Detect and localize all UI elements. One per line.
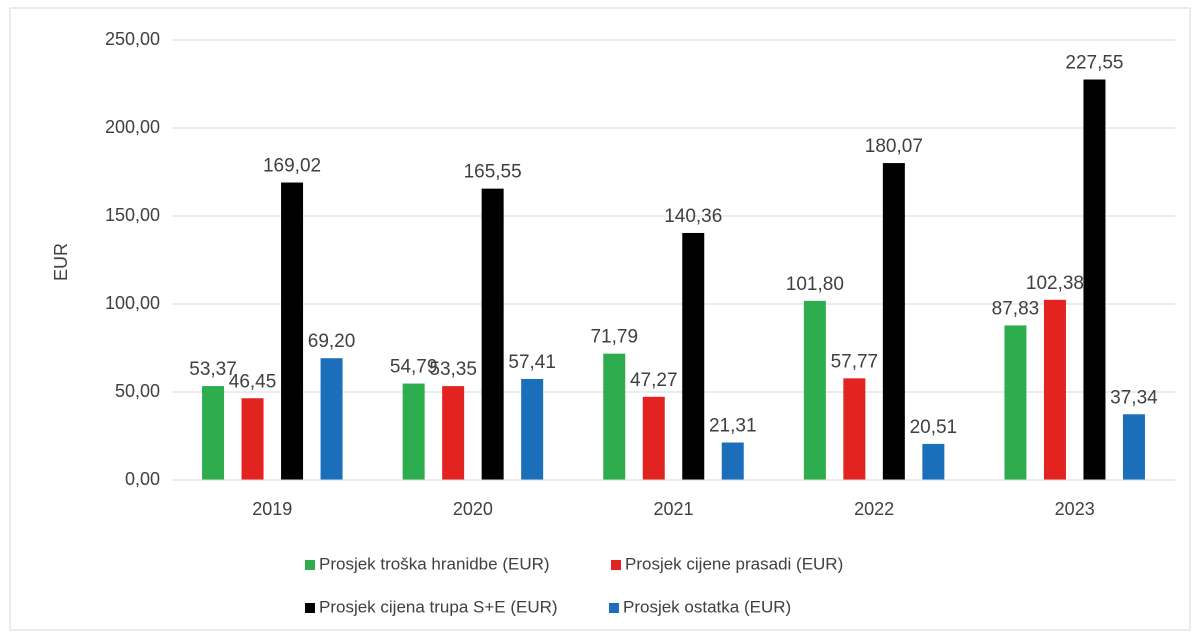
bar (603, 353, 626, 480)
bar (1122, 414, 1145, 480)
value-label: 57,41 (508, 352, 556, 373)
bar (1043, 299, 1066, 480)
bar (682, 232, 705, 480)
x-tick-label: 2021 (653, 499, 693, 519)
legend-label: Prosjek troška hranidbe (EUR) (319, 554, 550, 573)
value-label: 102,38 (1026, 273, 1084, 294)
value-label: 87,83 (992, 298, 1040, 319)
value-label: 54,79 (390, 357, 438, 378)
value-label: 71,79 (590, 327, 638, 348)
y-tick-label: 150,00 (105, 205, 160, 225)
y-tick-label: 250,00 (105, 29, 160, 49)
bar (882, 163, 905, 481)
bar (1004, 325, 1027, 480)
y-tick-label: 0,00 (125, 469, 160, 489)
y-axis-label: EUR (51, 243, 71, 281)
value-label: 46,45 (229, 371, 277, 392)
bar (721, 442, 744, 480)
bar (402, 383, 425, 480)
value-label: 53,37 (189, 359, 237, 380)
legend-label: Prosjek cijena trupa S+E (EUR) (319, 597, 558, 616)
legend-label: Prosjek ostatka (EUR) (623, 597, 791, 616)
value-label: 69,20 (308, 331, 356, 352)
value-label: 165,55 (464, 162, 522, 183)
value-label: 140,36 (664, 206, 722, 227)
bar (241, 398, 264, 480)
bar (521, 378, 544, 480)
legend-swatch (305, 560, 315, 570)
x-tick-label: 2019 (252, 499, 292, 519)
legend-swatch (305, 603, 315, 613)
y-tick-label: 200,00 (105, 117, 160, 137)
value-label: 169,02 (263, 156, 321, 177)
x-tick-label: 2022 (854, 499, 894, 519)
bar (1083, 79, 1106, 481)
value-label: 47,27 (630, 370, 678, 391)
y-tick-label: 50,00 (115, 381, 160, 401)
value-label: 101,80 (786, 274, 844, 295)
value-label: 227,55 (1065, 53, 1123, 74)
value-label: 57,77 (831, 351, 879, 372)
bar (442, 386, 465, 480)
legend-swatch (609, 603, 619, 613)
value-label: 21,31 (709, 416, 757, 437)
bar (202, 386, 225, 480)
bar (843, 378, 866, 480)
bar (922, 443, 945, 480)
x-tick-label: 2020 (453, 499, 493, 519)
bar (320, 358, 343, 480)
value-label: 37,34 (1110, 387, 1158, 408)
x-tick-label: 2023 (1055, 499, 1095, 519)
value-label: 53,35 (429, 359, 477, 380)
bar (281, 182, 304, 481)
legend-swatch (611, 560, 621, 570)
bar (803, 300, 826, 480)
bar (642, 396, 665, 480)
chart-border (9, 7, 1191, 631)
value-label: 20,51 (910, 417, 958, 438)
y-tick-label: 100,00 (105, 293, 160, 313)
legend-label: Prosjek cijene prasadi (EUR) (625, 554, 843, 573)
value-label: 180,07 (865, 136, 923, 157)
bar (481, 188, 504, 480)
